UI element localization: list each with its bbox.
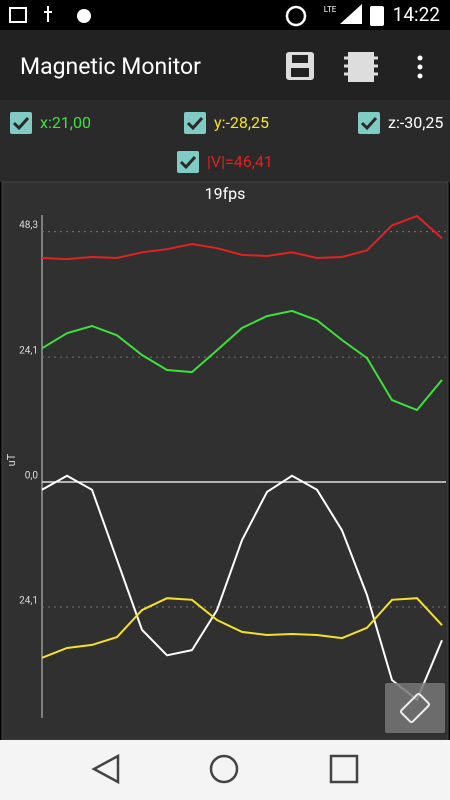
checkbox-label: y:-28,25	[214, 113, 269, 132]
data-line	[41, 309, 443, 412]
fps-label: 19fps	[205, 184, 246, 203]
rotate-button[interactable]	[385, 683, 445, 733]
data-line	[41, 597, 443, 659]
checkmark	[179, 155, 197, 170]
sensor-button[interactable]	[344, 52, 378, 82]
save-button[interactable]	[286, 52, 314, 80]
data-line	[41, 214, 443, 261]
back-button[interactable]	[91, 753, 120, 785]
checkbox[interactable]	[177, 151, 199, 173]
network-type: LTE	[324, 5, 337, 14]
checkbox-label: |V|=46,41	[207, 152, 273, 171]
rotate-icon	[399, 692, 431, 724]
y-tick-label: 24,1	[19, 596, 38, 607]
checkbox[interactable]	[358, 112, 380, 134]
checkmark	[186, 116, 204, 131]
checkbox-label: z:-30,25	[388, 113, 443, 132]
overflow-menu[interactable]	[417, 55, 423, 79]
home-button[interactable]	[209, 754, 239, 784]
y-tick-label: 24,1	[19, 346, 38, 357]
checkmark	[12, 116, 30, 131]
nav-bar	[0, 740, 450, 800]
status-icons	[9, 4, 384, 27]
data-line	[41, 474, 443, 702]
checkbox-label: x:21,00	[40, 113, 91, 132]
checkmark	[360, 116, 378, 131]
y-tick-label: 0,0	[25, 471, 39, 482]
clock: 14:22	[393, 3, 440, 26]
y-tick-label: 48,3	[19, 220, 38, 231]
recents-button[interactable]	[329, 754, 359, 784]
app-title: Magnetic Monitor	[20, 53, 201, 80]
y-axis-label: uT	[5, 453, 18, 466]
checkbox[interactable]	[184, 112, 206, 134]
checkbox[interactable]	[10, 112, 32, 134]
chart-area	[1, 181, 449, 741]
